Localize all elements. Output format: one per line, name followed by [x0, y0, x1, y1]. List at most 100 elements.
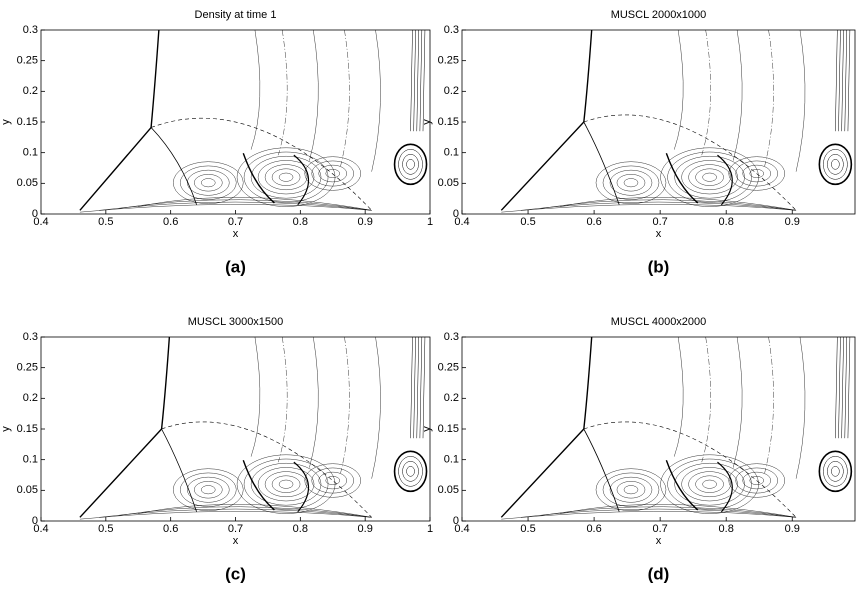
x-tick-label: 0.9 — [785, 523, 800, 535]
y-tick-label: 0.15 — [17, 423, 38, 435]
y-axis-label: y — [0, 426, 12, 432]
contour-line — [393, 450, 428, 493]
contour-line — [695, 168, 724, 186]
contour-line — [702, 172, 717, 182]
contour-line — [325, 169, 340, 178]
contour-line — [831, 159, 840, 170]
contour-line — [371, 336, 381, 479]
x-tick-label: 0.9 — [785, 216, 800, 228]
y-axis-label: y — [0, 119, 12, 125]
contour-line — [823, 149, 848, 180]
x-tick-label: 0.7 — [653, 216, 668, 228]
contour-line — [340, 336, 350, 474]
caption: (b) — [648, 257, 670, 276]
contour-line — [419, 336, 423, 439]
contour-line — [841, 29, 844, 132]
contour-line — [674, 336, 684, 457]
contour-line — [173, 468, 244, 511]
x-tick-label: 0.4 — [33, 523, 48, 535]
x-tick-label: 0.6 — [163, 216, 178, 228]
x-tick-label: 0.4 — [454, 216, 469, 228]
x-tick-label: 0.5 — [98, 216, 113, 228]
contour-line — [393, 143, 428, 186]
contour-line — [838, 336, 841, 439]
x-tick-label: 0.8 — [293, 216, 308, 228]
panel: 0.4 0.5 0.6 0.7 0.8 0.9 1 0 0.05 0.1 0.15 0.2 0.25 0.… — [0, 316, 433, 584]
contour-line — [701, 336, 711, 463]
chart-title: MUSCL 3000x1500 — [188, 316, 284, 328]
contour-line — [732, 336, 743, 468]
contour-line — [173, 161, 244, 204]
contour-line — [242, 153, 275, 204]
contour-line — [835, 336, 838, 439]
contour-line — [264, 164, 308, 190]
contour-line — [665, 153, 699, 204]
y-tick-label: 0.3 — [23, 24, 38, 36]
contour-line — [413, 336, 416, 439]
contour-line — [118, 506, 372, 518]
y-tick-label: 0.05 — [17, 484, 38, 496]
contour-line — [823, 456, 848, 487]
contour-line — [371, 29, 381, 172]
contour-line — [416, 29, 419, 132]
contour-line — [500, 428, 585, 518]
contour-line — [831, 466, 840, 477]
chart-title: MUSCL 4000x2000 — [611, 316, 707, 328]
x-tick-label: 0.8 — [719, 216, 734, 228]
contour-line — [150, 29, 160, 128]
contour-line — [318, 471, 347, 490]
contour-line — [138, 197, 372, 211]
y-tick-label: 0.15 — [17, 116, 38, 128]
contour-line — [595, 161, 667, 204]
contour-line — [99, 508, 372, 518]
x-tick-label: 1 — [427, 216, 433, 228]
x-tick-label: 0.7 — [228, 216, 243, 228]
contour-line — [257, 467, 315, 502]
contour-line — [243, 458, 329, 510]
contour-line — [595, 468, 667, 511]
contour-line — [681, 467, 738, 502]
contour-line — [795, 336, 806, 479]
caption: (c) — [225, 564, 246, 583]
y-tick-label: 0.3 — [23, 331, 38, 343]
y-tick-label: 0.1 — [444, 147, 459, 159]
contour-line — [742, 471, 771, 490]
contour-line — [271, 475, 301, 493]
contour-line — [194, 481, 223, 499]
contour-line — [623, 178, 639, 188]
contour-line — [99, 201, 372, 211]
contour-line — [311, 160, 354, 187]
x-axis-label: x — [233, 228, 239, 240]
y-tick-label: 0.05 — [438, 177, 459, 189]
x-tick-label: 0.4 — [33, 216, 48, 228]
y-tick-label: 0.25 — [438, 362, 459, 374]
contour-line — [201, 485, 216, 495]
contour-line — [422, 29, 426, 132]
contour-line — [402, 154, 419, 175]
contour-line — [236, 147, 336, 207]
y-tick-label: 0.2 — [23, 392, 38, 404]
contour-line — [118, 199, 372, 211]
contour-line — [735, 467, 778, 494]
contour-line — [732, 29, 743, 161]
x-tick-label: 0.5 — [520, 216, 535, 228]
x-tick-label: 0.6 — [586, 216, 601, 228]
contour-line — [702, 479, 717, 489]
contour-line — [742, 164, 771, 183]
contour-line — [764, 29, 774, 167]
contour-line — [325, 476, 340, 485]
contour-line — [520, 508, 797, 518]
contour-line — [236, 454, 336, 514]
contour-line — [278, 29, 288, 156]
contour-line — [818, 450, 853, 493]
contour-line — [695, 475, 724, 493]
contour-line — [674, 155, 745, 199]
x-tick-label: 0.6 — [586, 523, 601, 535]
x-tick-label: 0.7 — [228, 523, 243, 535]
contour-line — [271, 168, 301, 186]
contour-line — [681, 160, 738, 195]
y-tick-label: 0 — [453, 515, 459, 527]
y-tick-label: 0 — [453, 208, 459, 220]
contour-line — [501, 204, 797, 213]
y-tick-label: 0 — [32, 208, 38, 220]
